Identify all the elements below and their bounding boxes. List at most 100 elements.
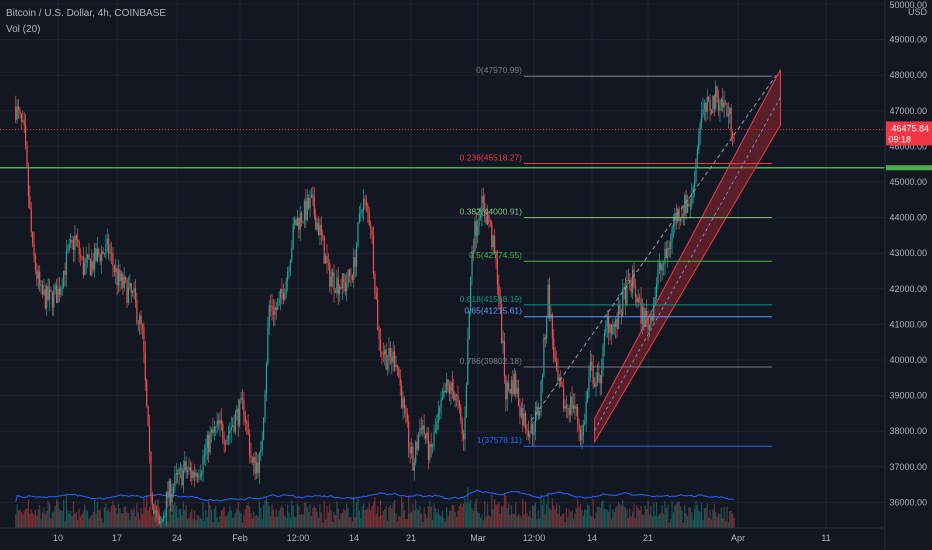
volume-bar — [378, 516, 380, 528]
candle-body — [53, 289, 55, 308]
volume-bar — [19, 509, 21, 528]
candle-body — [544, 337, 546, 340]
candle-body — [306, 197, 308, 220]
trend-channel[interactable] — [594, 69, 781, 444]
candle-body — [586, 391, 589, 401]
candle-body — [567, 407, 569, 409]
candle-body — [272, 311, 275, 315]
volume-bar — [467, 487, 469, 528]
price-axis[interactable]: 50000.00 49000.00 48000.00 47000.00 46000.00… — [885, 0, 932, 550]
volume-bar — [643, 514, 645, 528]
volume-bar — [94, 499, 96, 528]
candle-body — [332, 272, 334, 277]
volume-bar — [219, 516, 221, 528]
candle-body — [263, 418, 265, 440]
volume-bar — [424, 513, 427, 528]
candle-body — [50, 289, 52, 292]
candle-body — [548, 284, 551, 318]
candle-body — [467, 339, 469, 385]
candle-body — [474, 221, 476, 252]
candle-body — [393, 351, 396, 368]
volume-bar — [529, 510, 531, 528]
candle-body — [251, 457, 253, 463]
candle-body — [210, 429, 213, 433]
candle-body — [465, 384, 468, 417]
candle-body — [336, 277, 338, 293]
volume-bar — [637, 507, 639, 528]
volume-bar — [288, 512, 290, 528]
candle-body — [392, 351, 394, 363]
volume-bar — [550, 509, 552, 528]
candle-body — [89, 259, 91, 275]
volume-bar — [130, 508, 132, 528]
candle-body — [609, 324, 611, 333]
volume-bar — [432, 519, 434, 528]
candle-body — [515, 373, 517, 394]
volume-bar — [544, 514, 546, 528]
candle-body — [585, 400, 587, 423]
volume-bar — [357, 497, 359, 528]
candle-body — [255, 462, 258, 474]
candle-body — [217, 420, 220, 425]
candle-body — [312, 194, 314, 197]
candle-body — [561, 385, 563, 387]
candle-body — [681, 214, 683, 219]
candle-body — [109, 252, 111, 254]
volume-bar — [419, 505, 421, 528]
candle-body — [432, 446, 434, 448]
volume-bar — [709, 509, 711, 528]
volume-bar — [585, 510, 587, 528]
volume-bar — [265, 497, 268, 528]
volume-bar — [584, 509, 586, 528]
candle-body — [265, 363, 268, 393]
volume-bar — [572, 518, 575, 528]
candle-body — [413, 462, 415, 471]
volume-bar — [589, 515, 591, 528]
candle-body — [543, 337, 545, 376]
volume-bar — [167, 521, 169, 528]
candles — [15, 80, 735, 531]
candle-body — [463, 433, 465, 440]
volume-bar — [239, 511, 241, 528]
volume-bar — [555, 502, 558, 528]
candle-body — [58, 288, 61, 295]
candle-body — [112, 253, 114, 266]
volume-bar — [519, 515, 521, 528]
volume-bar — [591, 516, 593, 528]
price-label: 47000.00 — [889, 106, 927, 116]
volume-bar — [86, 511, 89, 528]
volume-bar — [605, 509, 607, 528]
candle-body — [667, 247, 669, 259]
volume-bar — [179, 508, 182, 528]
volume-bar — [257, 516, 259, 528]
dashed-trend-line[interactable] — [530, 74, 777, 421]
candle-body — [44, 289, 46, 309]
volume-bar — [724, 521, 727, 528]
volume-bar — [703, 508, 706, 528]
candle-body — [147, 406, 149, 426]
candle-body — [122, 274, 124, 288]
candle-body — [710, 110, 713, 114]
candle-body — [55, 285, 58, 304]
candle-body — [523, 413, 525, 426]
volume-bar — [601, 502, 603, 528]
volume-bar — [147, 510, 149, 528]
volume-bar — [105, 504, 107, 528]
candle-body — [491, 222, 493, 248]
candle-body — [37, 271, 39, 279]
fib-retracement[interactable]: 0(47970.99) 0.236(45518.27) 0.382(44000.91… — [460, 65, 772, 447]
candle-body — [92, 261, 94, 270]
candle-body — [489, 222, 491, 223]
candle-body — [371, 228, 373, 236]
candle-body — [620, 314, 622, 316]
candle-body — [530, 423, 532, 434]
volume-bar — [50, 518, 52, 528]
candle-body — [174, 474, 176, 487]
candle-body — [450, 382, 452, 395]
candle-body — [603, 333, 606, 345]
candle-body — [372, 235, 375, 274]
candle-body — [303, 200, 306, 222]
time-label: 14 — [587, 533, 597, 543]
